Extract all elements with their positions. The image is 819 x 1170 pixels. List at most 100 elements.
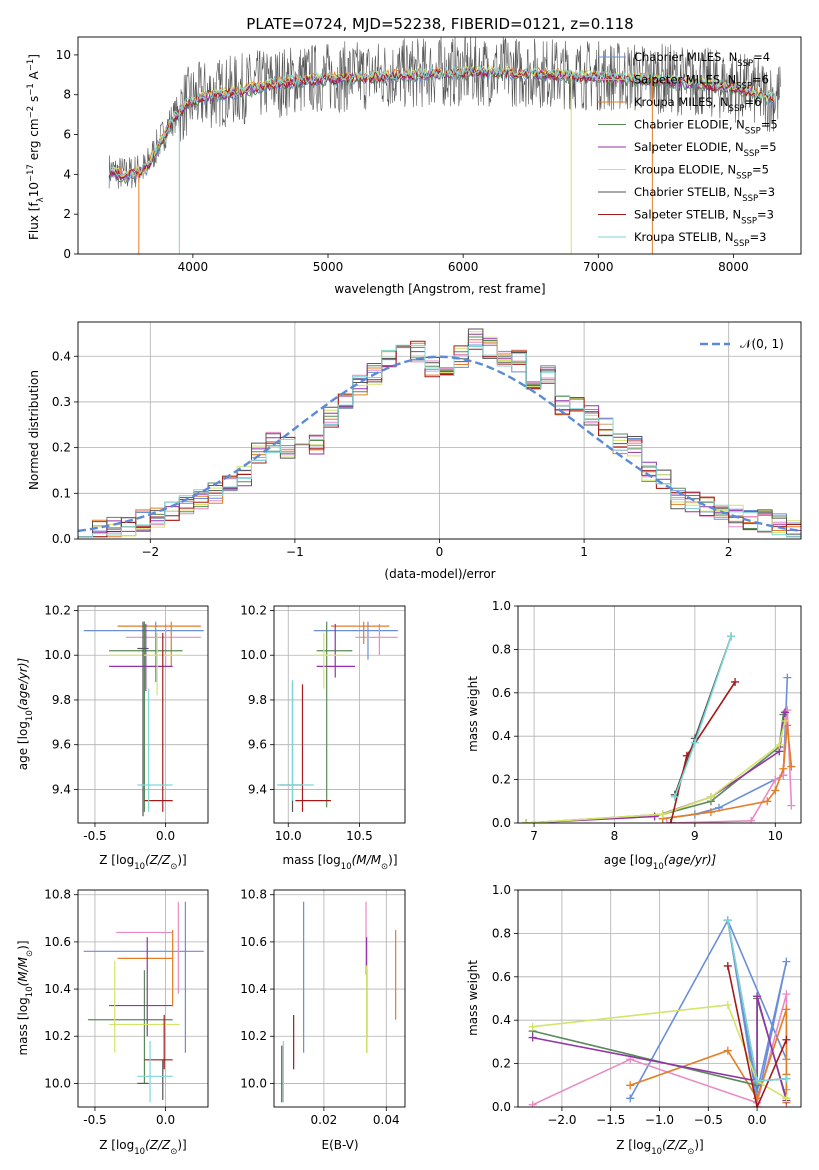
x-tick-label: 1 [580, 545, 588, 559]
mass-weight-point [782, 1035, 791, 1044]
y-tick-label: 10.8 [240, 888, 267, 902]
plot-area-mass-vs-Z [83, 901, 204, 1103]
mass-weight-point [670, 792, 679, 801]
mass-weight-line [670, 681, 736, 823]
y-tick-label: 10.0 [44, 1076, 71, 1090]
x-axis-label: E(B-V) [321, 1138, 358, 1152]
x-tick-label: 10.0 [275, 829, 302, 843]
legend-entry: Kroupa MILES, NSSP=6 [634, 95, 761, 114]
x-tick-label: −2.0 [547, 1113, 576, 1127]
y-tick-label: 10.4 [44, 982, 71, 996]
x-axis-label: (data-model)/error [384, 567, 495, 581]
y-tick-label: 9.4 [52, 782, 71, 796]
mass-weight-point [782, 1094, 791, 1103]
mass-weight-point [771, 775, 780, 784]
mass-weight-point [528, 1022, 537, 1031]
mass-weight-point [782, 957, 791, 966]
plot-area-mass-weight-vs-age [522, 632, 796, 823]
mass-weight-point [658, 810, 667, 819]
x-axis-label: Z [log10(Z/Z⊙)] [99, 853, 187, 872]
mass-weight-line [674, 636, 732, 798]
figure-title: PLATE=0724, MJD=52238, FIBERID=0121, z=0… [246, 15, 633, 33]
axes-frame [77, 321, 802, 540]
x-tick-label: -0.5 [83, 1113, 106, 1127]
x-tick-label: −1.0 [645, 1113, 674, 1127]
y-tick-label: 0.4 [492, 1013, 511, 1027]
x-tick-label: 0.0 [156, 1113, 175, 1127]
x-tick-label: -0.5 [83, 829, 106, 843]
y-tick-label: 10.0 [240, 1076, 267, 1090]
mass-weight-line [525, 714, 785, 823]
mass-weight-point [731, 677, 740, 686]
x-tick-label: 7 [530, 829, 538, 843]
y-tick-label: 0.8 [492, 926, 511, 940]
y-tick-label: 10.0 [240, 648, 267, 662]
y-axis-label: Flux [fλ10−17 erg cm−2 s−1 A−1] [26, 54, 46, 240]
spectrum-data-line [108, 37, 781, 189]
y-tick-label: 0.6 [492, 686, 511, 700]
mass-weight-point [650, 812, 659, 821]
y-axis-label: age [log10(age/yr)] [16, 657, 35, 770]
mass-weight-point [787, 801, 796, 810]
y-tick-label: 10.2 [44, 603, 71, 617]
plot-area-spectrum [108, 37, 781, 254]
axes-frame [273, 889, 406, 1108]
y-tick-label: 9.8 [52, 693, 71, 707]
x-axis-label: age [log10(age/yr)] [604, 853, 717, 872]
axes-age-vs-mass: 10.0 10.5 9.4 9.6 9.8 10.0 10.2 mass [log10(M/M… [240, 603, 406, 872]
y-tick-label: 0.2 [52, 441, 71, 455]
x-tick-label: 8000 [718, 260, 749, 274]
axes-frame [77, 889, 209, 1108]
mass-weight-point [747, 816, 756, 823]
mass-weight-point [723, 1046, 732, 1055]
y-tick-label: 10 [56, 48, 71, 62]
x-tick-label: 0.0 [156, 829, 175, 843]
y-tick-label: 0.4 [52, 349, 71, 363]
x-tick-label: 4000 [178, 260, 209, 274]
y-tick-label: 10.8 [44, 888, 71, 902]
mass-weight-point [727, 632, 736, 641]
y-axis-label: Normed distribution [27, 370, 41, 490]
y-tick-label: 2 [63, 207, 71, 221]
axes-mass-vs-Z: -0.5 0.0 10.0 10.2 10.4 10.6 10.8 Z [log10(Z/Z⊙… [16, 888, 209, 1157]
mass-weight-point [522, 819, 531, 823]
legend-entry: Kroupa ELODIE, NSSP=5 [634, 163, 769, 182]
mass-weight-point [753, 992, 762, 1001]
mass-weight-line [532, 996, 788, 1101]
y-tick-label: 0.4 [492, 729, 511, 743]
mass-weight-line [525, 712, 786, 823]
mass-weight-point [753, 1094, 762, 1103]
y-tick-label: 0.2 [492, 1057, 511, 1071]
x-tick-label: 6000 [448, 260, 479, 274]
axes-frame [77, 605, 209, 824]
x-tick-label: 0.02 [311, 1113, 338, 1127]
y-tick-label: 0.1 [52, 486, 71, 500]
x-tick-label: 0.04 [373, 1113, 400, 1127]
mass-weight-point [626, 1081, 635, 1090]
y-tick-label: 10.2 [240, 1029, 267, 1043]
y-tick-label: 1.0 [492, 883, 511, 897]
x-tick-label: 7000 [583, 260, 614, 274]
plot-area-age-vs-mass [276, 621, 398, 812]
y-tick-label: 9.8 [248, 693, 267, 707]
mass-weight-point [753, 1103, 762, 1107]
x-tick-label: 5000 [313, 260, 344, 274]
x-tick-label: −1.5 [596, 1113, 625, 1127]
legend-entry: Kroupa STELIB, NSSP=3 [634, 230, 766, 249]
mass-weight-point [723, 961, 732, 970]
axes-mass-vs-ebv: 0.02 0.04 10.0 10.2 10.4 10.6 10.8 E(B-V) [240, 888, 406, 1152]
mass-weight-line [532, 1004, 787, 1099]
y-tick-label: 0.2 [492, 773, 511, 787]
legend-entry: Chabrier ELODIE, NSSP=5 [634, 118, 778, 137]
mass-weight-point [528, 1100, 537, 1107]
axes-frame [517, 889, 802, 1108]
legend-entry: Chabrier STELIB, NSSP=3 [634, 185, 775, 204]
legend-entry: Salpeter ELODIE, NSSP=5 [634, 140, 777, 159]
legend-entry: Chabrier MILES, NSSP=4 [634, 50, 770, 69]
x-axis-label: mass [log10(M/M⊙)] [282, 853, 397, 872]
spectrum-model-line [108, 64, 775, 179]
x-axis-label: wavelength [Angstrom, rest frame] [334, 282, 545, 296]
x-tick-label: 9 [691, 829, 699, 843]
legend-entry: Salpeter MILES, NSSP=6 [634, 73, 769, 92]
